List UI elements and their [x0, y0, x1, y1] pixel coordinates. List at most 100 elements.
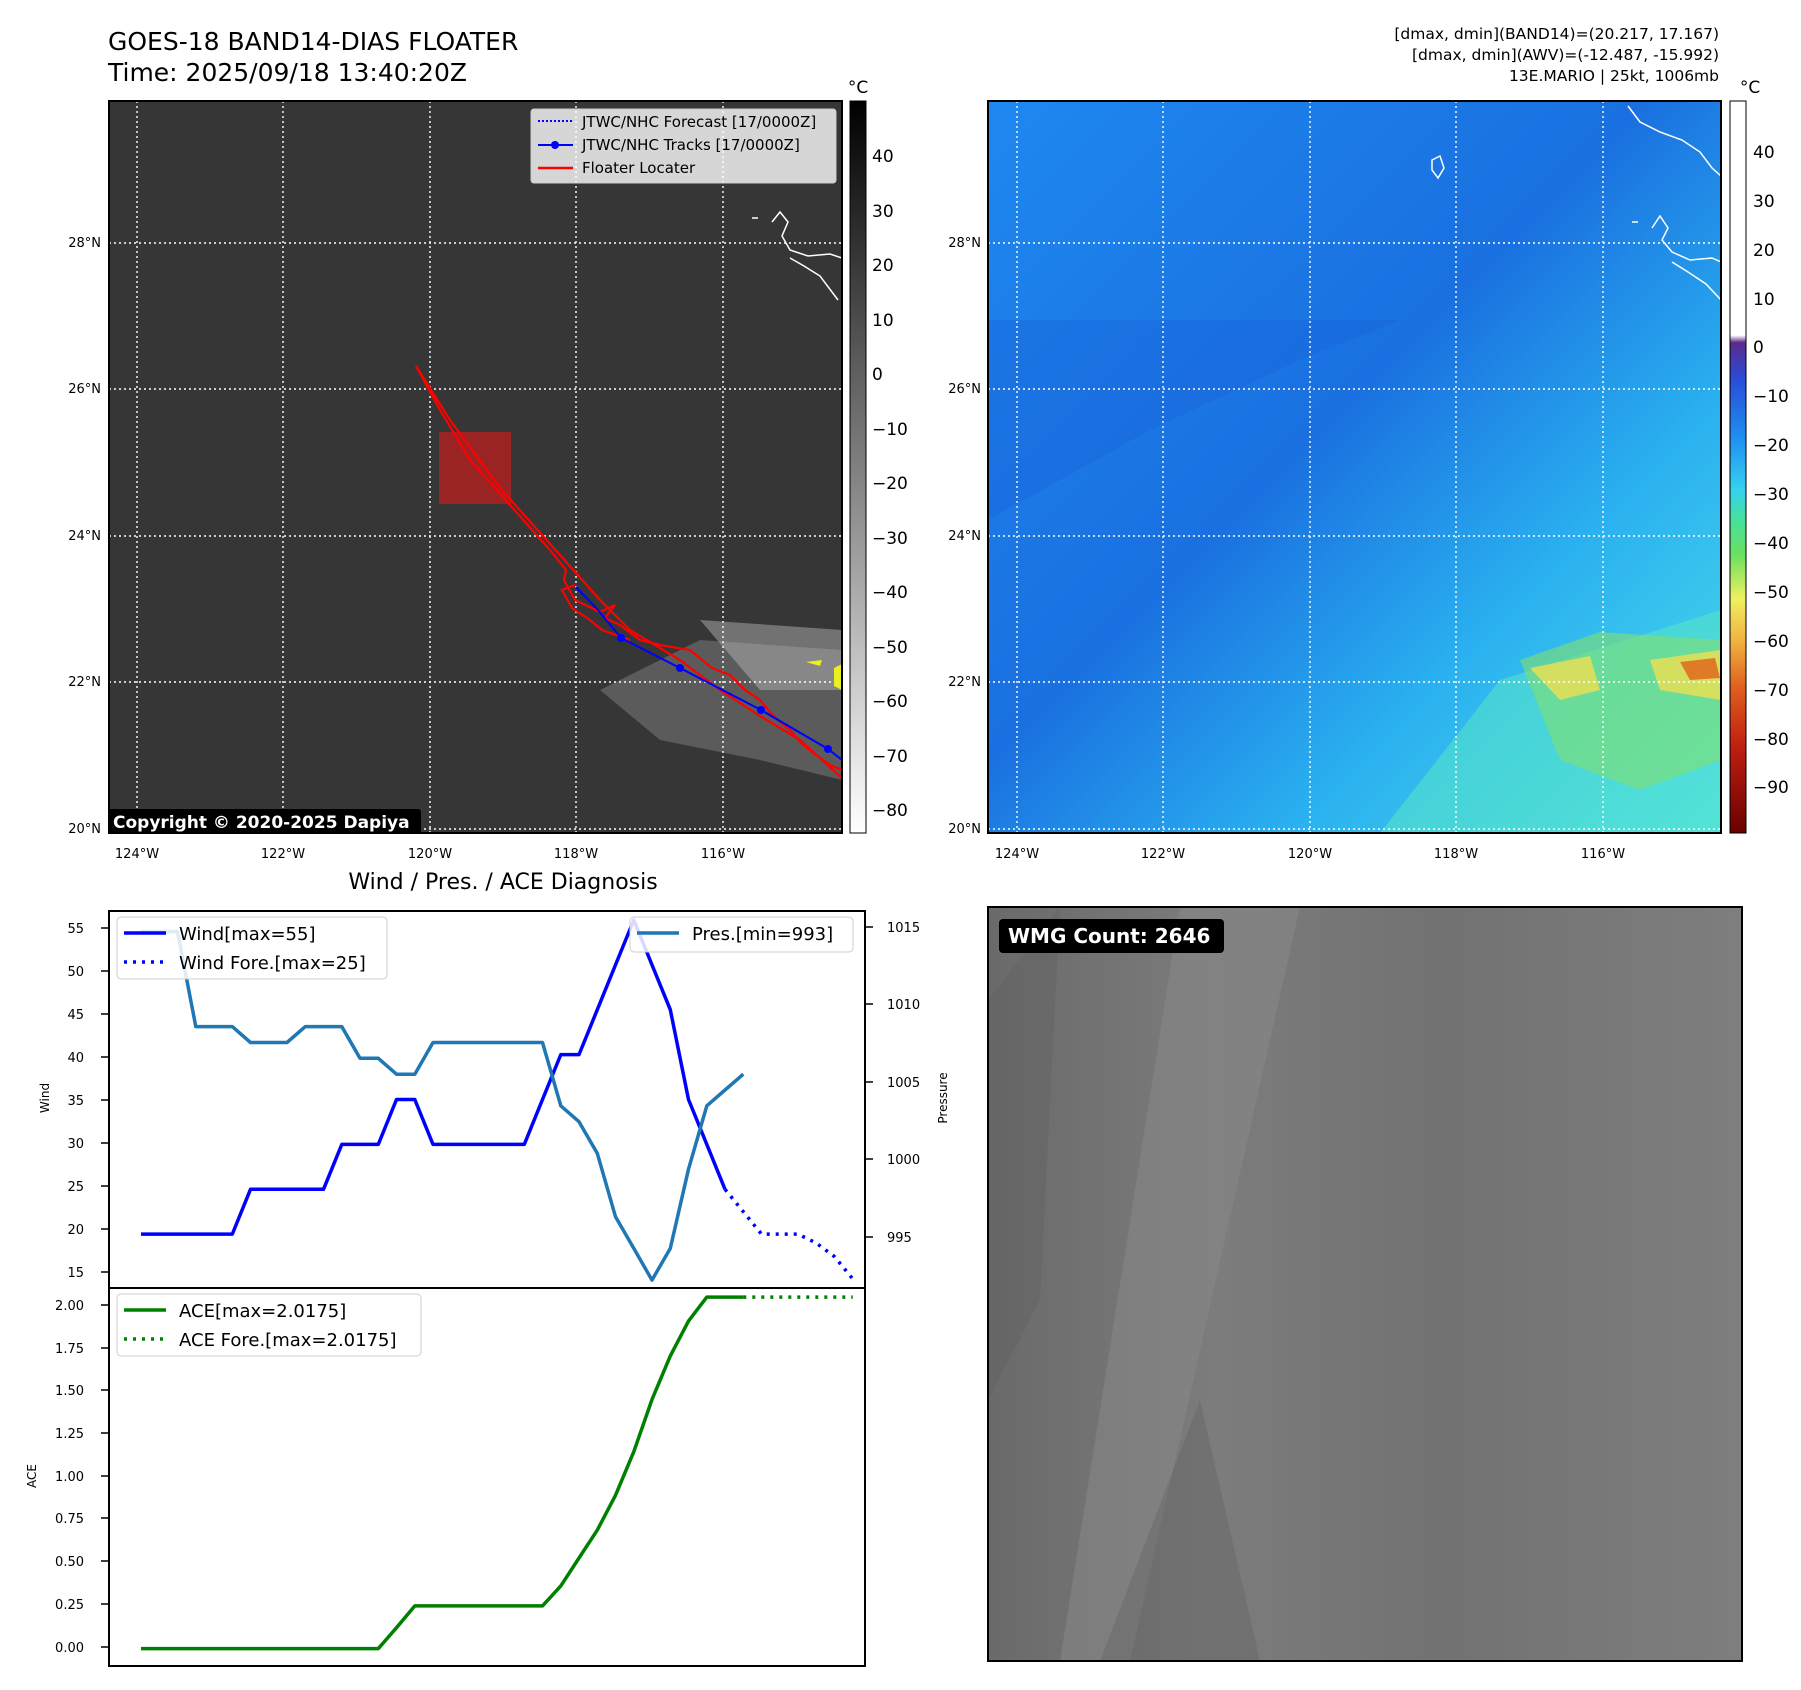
- right-cb-tick: 10: [1753, 290, 1775, 310]
- lat-label-28n: 28°N: [948, 236, 981, 251]
- right-cb-tick: −50: [1753, 583, 1789, 603]
- diagnosis-title: Wind / Pres. / ACE Diagnosis: [348, 870, 657, 895]
- wind-legend-box: [116, 916, 388, 980]
- lon-label-118w: 118°W: [1434, 847, 1478, 862]
- left-map-cloud-patch: [700, 620, 842, 690]
- legend-floater-label: Floater Locater: [582, 159, 696, 177]
- left-map-cloud-band: [600, 640, 842, 780]
- right-cb-tick: 40: [1753, 143, 1775, 163]
- ace-tick: 1.50: [55, 1384, 84, 1399]
- lat-label-26n: 26°N: [68, 382, 101, 397]
- right-cb-tick: 30: [1753, 192, 1775, 212]
- wind-tick: 55: [67, 922, 84, 937]
- lat-label-20n: 20°N: [68, 822, 101, 837]
- ace-axis-tickmarks: [101, 1304, 109, 1648]
- left-cb-tick: −30: [872, 529, 908, 549]
- lon-label-116w: 116°W: [701, 847, 745, 862]
- pressure-axis-ticks: 1015 1010 1005 1000 995: [887, 921, 920, 1246]
- ace-axis-label: ACE: [25, 1464, 39, 1488]
- wind-series-line: [141, 918, 727, 1236]
- lon-label-120w: 120°W: [1288, 847, 1332, 862]
- right-colorbar-gradient: [1729, 100, 1747, 834]
- lon-label-122w: 122°W: [261, 847, 305, 862]
- right-cb-tick: −40: [1753, 534, 1789, 554]
- right-colorbar-ticks: 40 30 20 10 0 −10 −20 −30 −40 −50 −60 −7…: [1753, 143, 1789, 798]
- right-cb-tick: 0: [1753, 338, 1764, 358]
- wmg-count-label: WMG Count: 2646: [1008, 924, 1210, 948]
- left-cb-tick: 30: [872, 202, 894, 222]
- left-cb-tick: −50: [872, 638, 908, 658]
- wind-axis-tickmarks: [101, 926, 873, 1273]
- right-colorbar-unit: °C: [1740, 78, 1760, 98]
- info-line-storm: 13E.MARIO | 25kt, 1006mb: [1509, 67, 1719, 85]
- ace-tick: 0.50: [55, 1555, 84, 1570]
- right-map-lon-labels: 124°W 122°W 120°W 118°W 116°W: [995, 847, 1625, 862]
- ace-legend-box: [116, 1293, 422, 1357]
- left-map-frame: [108, 100, 843, 834]
- wmg-panel: WMG Count: 2646: [987, 906, 1743, 1662]
- legend-forecast-label: JTWC/NHC Forecast [17/0000Z]: [581, 113, 816, 131]
- left-map-gridlines: [109, 101, 842, 833]
- wind-legend-label: Wind[max=55]: [179, 924, 316, 945]
- right-colorbar: °C 40 30 20 10 0 −10 −20 −30 −40 −50 −60…: [1729, 78, 1789, 834]
- left-cb-tick: −10: [872, 420, 908, 440]
- ace-tick: 2.00: [55, 1299, 84, 1314]
- left-cb-tick: 20: [872, 256, 894, 276]
- lat-label-20n: 20°N: [948, 822, 981, 837]
- left-map-lat-labels: 28°N 26°N 24°N 22°N 20°N: [68, 236, 101, 837]
- right-cb-tick: 20: [1753, 241, 1775, 261]
- wmg-light-band: [1060, 907, 1300, 1661]
- ace-tick: 1.25: [55, 1427, 84, 1442]
- wind-pressure-series: [141, 918, 855, 1282]
- floater-locator-track: [415, 365, 842, 779]
- map-legend-box: [530, 108, 837, 184]
- left-cb-tick: −40: [872, 583, 908, 603]
- right-cb-tick: −90: [1753, 778, 1789, 798]
- lon-label-116w: 116°W: [1581, 847, 1625, 862]
- right-cb-tick: −30: [1753, 485, 1789, 505]
- right-map-dry-band: [988, 320, 1400, 520]
- ace-series-line: [141, 1295, 744, 1651]
- left-cb-tick: 40: [872, 147, 894, 167]
- lon-label-122w: 122°W: [1141, 847, 1185, 862]
- lat-label-26n: 26°N: [948, 382, 981, 397]
- left-map-yellow-patch: [806, 660, 842, 690]
- ace-tick: 1.75: [55, 1342, 84, 1357]
- left-colorbar-gradient: [849, 100, 867, 834]
- ace-forecast-legend-label: ACE Fore.[max=2.0175]: [179, 1330, 397, 1351]
- wind-axis-label: Wind: [38, 1083, 52, 1113]
- right-map-panel: 124°W 122°W 120°W 118°W 116°W 28°N 26°N …: [948, 78, 1789, 862]
- copyright-text: Copyright © 2020-2025 Dapiya: [113, 813, 410, 833]
- lon-label-118w: 118°W: [554, 847, 598, 862]
- lat-label-22n: 22°N: [948, 675, 981, 690]
- pressure-legend-label: Pres.[min=993]: [692, 924, 833, 945]
- lon-label-120w: 120°W: [408, 847, 452, 862]
- wind-tick: 40: [67, 1051, 84, 1066]
- info-line-awv: [dmax, dmin](AWV)=(-12.487, -15.992): [1412, 46, 1719, 64]
- ace-chart: 2.00 1.75 1.50 1.25 1.00 0.75 0.50 0.25 …: [25, 1287, 866, 1667]
- right-cb-tick: −10: [1753, 387, 1789, 407]
- figure-title-line2: Time: 2025/09/18 13:40:20Z: [107, 58, 467, 87]
- left-colorbar-ticks: 40 30 20 10 0 −10 −20 −30 −40 −50 −60 −7…: [872, 147, 908, 821]
- left-colorbar: °C 40 30 20 10 0 −10 −20 −30 −40 −50 −60…: [848, 78, 908, 834]
- legend-tracks-label: JTWC/NHC Tracks [17/0000Z]: [581, 136, 800, 154]
- map-legend: JTWC/NHC Forecast [17/0000Z] JTWC/NHC Tr…: [530, 108, 837, 184]
- left-map-lon-labels: 124°W 122°W 120°W 118°W 116°W: [115, 847, 745, 862]
- lat-label-24n: 24°N: [68, 529, 101, 544]
- right-cb-tick: −20: [1753, 436, 1789, 456]
- pressure-legend-box: [629, 916, 854, 953]
- lat-label-28n: 28°N: [68, 236, 101, 251]
- wmg-dark-band: [988, 907, 1260, 1661]
- left-cb-tick: −70: [872, 747, 908, 767]
- left-map-coastline: [752, 210, 842, 301]
- left-cb-tick: −60: [872, 692, 908, 712]
- wind-pressure-chart: 55 50 45 40 35 30 25 20 15 1015 1010 100…: [38, 910, 950, 1289]
- right-cb-tick: −70: [1753, 681, 1789, 701]
- pressure-tick: 1015: [887, 921, 920, 936]
- wind-tick: 20: [67, 1223, 84, 1238]
- legend-tracks-marker: [551, 141, 559, 149]
- lon-label-124w: 124°W: [115, 847, 159, 862]
- left-cb-tick: 0: [872, 365, 883, 385]
- wind-tick: 15: [67, 1266, 84, 1281]
